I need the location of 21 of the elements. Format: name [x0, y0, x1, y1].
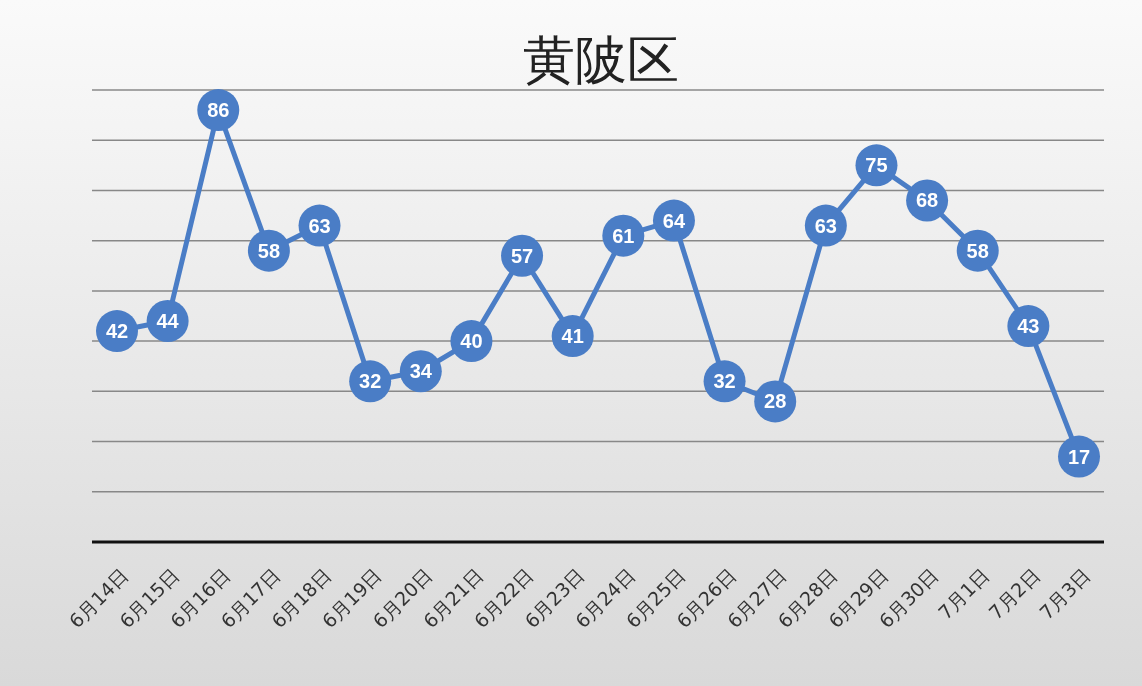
data-label: 43	[1017, 315, 1040, 338]
data-label: 41	[561, 325, 584, 348]
data-label: 40	[460, 330, 483, 353]
data-label: 86	[207, 99, 230, 122]
data-label: 28	[764, 390, 787, 413]
data-label: 58	[257, 239, 281, 262]
data-label: 17	[1067, 445, 1091, 468]
data-label: 32	[713, 370, 736, 393]
data-label: 44	[156, 310, 180, 333]
data-label: 64	[662, 209, 686, 232]
data-label: 32	[359, 370, 382, 393]
data-label: 63	[814, 214, 837, 237]
data-label: 58	[966, 239, 989, 262]
data-label: 34	[409, 360, 433, 383]
data-label: 42	[105, 320, 129, 343]
data-label: 63	[308, 214, 331, 237]
data-label: 68	[915, 189, 939, 212]
data-label: 75	[865, 154, 888, 177]
data-label: 57	[510, 244, 534, 267]
data-label: 61	[612, 224, 635, 247]
chart-title: 黄陂区	[523, 32, 679, 89]
